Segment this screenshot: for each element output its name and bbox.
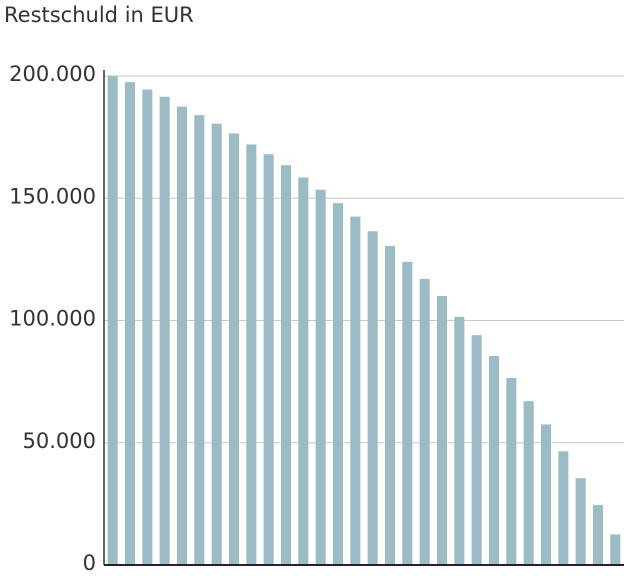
bar <box>228 133 240 565</box>
bar <box>384 245 396 566</box>
bar <box>211 123 222 566</box>
bar <box>436 296 448 565</box>
bar <box>506 377 517 565</box>
bar <box>332 203 344 565</box>
bar <box>610 534 621 565</box>
bar <box>298 177 309 565</box>
y-tick-label: 150.000 <box>9 184 96 208</box>
bar <box>159 96 170 565</box>
bar <box>142 89 153 565</box>
y-tick-label: 100.000 <box>9 307 96 331</box>
bar <box>402 261 413 565</box>
chart-title: Restschuld in EUR <box>4 3 194 27</box>
bar <box>367 231 378 565</box>
bar <box>575 478 586 565</box>
bar <box>488 355 500 565</box>
bar <box>107 76 118 565</box>
y-tick-label: 0 <box>83 551 96 575</box>
bar <box>471 335 482 565</box>
bar <box>176 106 188 565</box>
bar <box>194 115 205 566</box>
bar <box>558 451 569 565</box>
bar <box>419 278 430 565</box>
bar <box>263 154 274 566</box>
bar <box>592 505 604 565</box>
bar <box>350 216 361 565</box>
bar <box>454 316 465 565</box>
bar <box>246 144 257 565</box>
bar <box>315 189 326 565</box>
bar <box>124 82 136 566</box>
bar <box>540 424 552 565</box>
y-tick-label: 200.000 <box>9 62 96 86</box>
y-tick-label: 50.000 <box>23 429 96 453</box>
bar <box>523 401 534 565</box>
bar <box>280 165 292 565</box>
